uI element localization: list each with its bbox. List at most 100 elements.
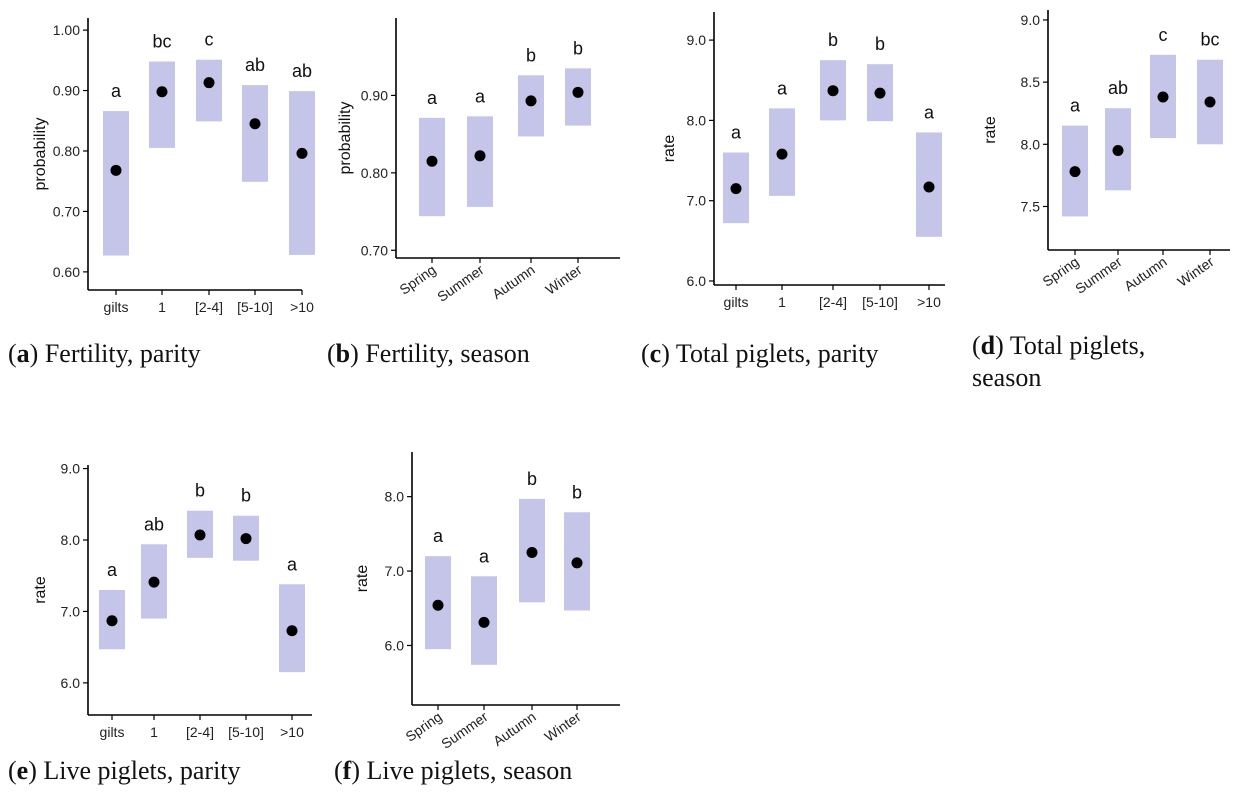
- caption-e-letter: e: [16, 756, 29, 785]
- y-tick-label-a-1: 0.70: [53, 203, 80, 219]
- caption-d-letter: d: [980, 331, 996, 360]
- x-tick-label-c-3: [5-10]: [862, 294, 898, 310]
- significance-letter-b-0: a: [427, 88, 438, 108]
- y-axis-label-b: probability: [337, 102, 354, 175]
- y-axis-label-e: rate: [32, 576, 49, 604]
- point-estimate-f-3: [571, 557, 583, 569]
- y-axis-label-f: rate: [354, 565, 371, 593]
- y-tick-label-c-3: 9.0: [687, 32, 707, 48]
- x-tick-label-f-1: Summer: [438, 708, 491, 752]
- y-axis-label-d: rate: [982, 116, 999, 144]
- caption-d: (d) Total piglets, season: [972, 331, 1146, 392]
- point-estimate-a-2: [203, 77, 215, 89]
- x-tick-label-a-3: [5-10]: [237, 299, 273, 315]
- x-tick-label-a-2: [2-4]: [195, 299, 223, 315]
- caption-b: (b) Fertility, season: [327, 339, 530, 368]
- x-tick-label-d-1: Summer: [1072, 253, 1125, 297]
- y-tick-label-d-0: 7.5: [1021, 198, 1041, 214]
- caption-f-letter: f: [342, 756, 352, 785]
- x-tick-label-e-3: [5-10]: [228, 724, 264, 740]
- y-tick-label-d-2: 8.5: [1021, 74, 1041, 90]
- point-estimate-d-0: [1069, 166, 1081, 178]
- y-tick-label-e-2: 8.0: [61, 532, 81, 548]
- point-estimate-e-4: [286, 625, 298, 637]
- point-estimate-c-0: [730, 183, 742, 195]
- caption-b-letter: b: [335, 339, 351, 368]
- significance-letter-e-4: a: [287, 554, 298, 574]
- x-tick-label-e-2: [2-4]: [186, 724, 214, 740]
- point-estimate-c-4: [923, 181, 935, 193]
- significance-letter-d-1: ab: [1108, 78, 1128, 98]
- x-tick-label-c-2: [2-4]: [819, 294, 847, 310]
- point-estimate-c-3: [874, 87, 886, 99]
- point-estimate-d-3: [1204, 96, 1216, 108]
- x-tick-label-a-4: >10: [290, 299, 314, 315]
- point-estimate-f-2: [526, 546, 538, 558]
- point-estimate-a-1: [156, 86, 168, 98]
- point-estimate-f-1: [478, 616, 490, 628]
- x-tick-label-b-2: Autumn: [489, 261, 538, 302]
- y-tick-label-b-1: 0.80: [361, 165, 388, 181]
- significance-letter-c-0: a: [731, 123, 742, 143]
- significance-letter-b-1: a: [475, 86, 486, 106]
- significance-letter-f-1: a: [479, 546, 490, 566]
- x-tick-label-d-2: Autumn: [1121, 253, 1170, 294]
- significance-letter-a-3: ab: [245, 55, 265, 75]
- y-tick-label-d-3: 9.0: [1021, 12, 1041, 28]
- point-estimate-e-0: [106, 615, 118, 627]
- x-tick-label-a-1: 1: [158, 299, 166, 315]
- significance-letter-d-3: bc: [1200, 30, 1219, 50]
- caption-f: (f) Live piglets, season: [334, 756, 573, 785]
- caption-f-text: Live piglets, season: [366, 756, 573, 785]
- y-tick-label-e-0: 6.0: [61, 675, 81, 691]
- y-tick-label-d-1: 8.0: [1021, 136, 1041, 152]
- x-tick-label-a-0: gilts: [104, 299, 129, 315]
- significance-letter-c-2: b: [828, 30, 838, 50]
- significance-letter-c-4: a: [924, 102, 935, 122]
- x-tick-label-c-4: >10: [917, 294, 941, 310]
- x-tick-label-f-3: Winter: [541, 708, 584, 745]
- x-tick-label-b-0: Spring: [396, 261, 438, 297]
- y-tick-label-a-4: 1.00: [53, 22, 80, 38]
- point-estimate-e-3: [240, 533, 252, 545]
- point-estimate-f-0: [432, 599, 444, 611]
- interval-band-b-0: [419, 117, 445, 217]
- x-tick-label-e-0: gilts: [100, 724, 125, 740]
- point-estimate-c-1: [776, 148, 788, 160]
- point-estimate-d-2: [1157, 91, 1169, 103]
- significance-letter-f-0: a: [433, 526, 444, 546]
- caption-c: (c) Total piglets, parity: [641, 339, 879, 368]
- interval-band-a-2: [196, 59, 222, 122]
- caption-a-letter: a: [16, 339, 30, 368]
- x-tick-label-b-1: Summer: [434, 261, 487, 305]
- interval-band-a-1: [149, 61, 175, 148]
- point-estimate-b-2: [525, 95, 537, 107]
- x-tick-label-d-3: Winter: [1174, 253, 1217, 290]
- y-tick-label-b-0: 0.70: [361, 242, 388, 258]
- significance-letter-e-0: a: [107, 560, 118, 580]
- y-tick-label-f-2: 8.0: [385, 489, 405, 505]
- significance-letter-a-0: a: [111, 81, 122, 101]
- y-tick-label-a-3: 0.90: [53, 83, 80, 99]
- point-estimate-e-1: [148, 576, 160, 588]
- y-axis-label-a: probability: [32, 118, 49, 191]
- significance-letter-e-1: ab: [144, 514, 164, 534]
- x-tick-label-c-1: 1: [778, 294, 786, 310]
- x-tick-label-b-3: Winter: [542, 261, 585, 298]
- caption-e: (e) Live piglets, parity: [8, 756, 241, 785]
- y-tick-label-b-2: 0.90: [361, 87, 388, 103]
- y-axis-label-c: rate: [661, 135, 678, 163]
- point-estimate-c-2: [827, 85, 839, 97]
- interval-band-a-4: [289, 91, 315, 255]
- x-tick-label-f-2: Autumn: [490, 708, 539, 749]
- significance-letter-d-2: c: [1159, 25, 1168, 45]
- point-estimate-b-0: [426, 155, 438, 167]
- significance-letter-b-3: b: [573, 38, 583, 58]
- y-tick-label-e-1: 7.0: [61, 603, 81, 619]
- point-estimate-a-4: [296, 147, 308, 159]
- y-tick-label-a-0: 0.60: [53, 264, 80, 280]
- caption-b-text: Fertility, season: [365, 339, 530, 368]
- y-tick-label-f-1: 7.0: [385, 563, 405, 579]
- caption-c-letter: c: [649, 339, 662, 368]
